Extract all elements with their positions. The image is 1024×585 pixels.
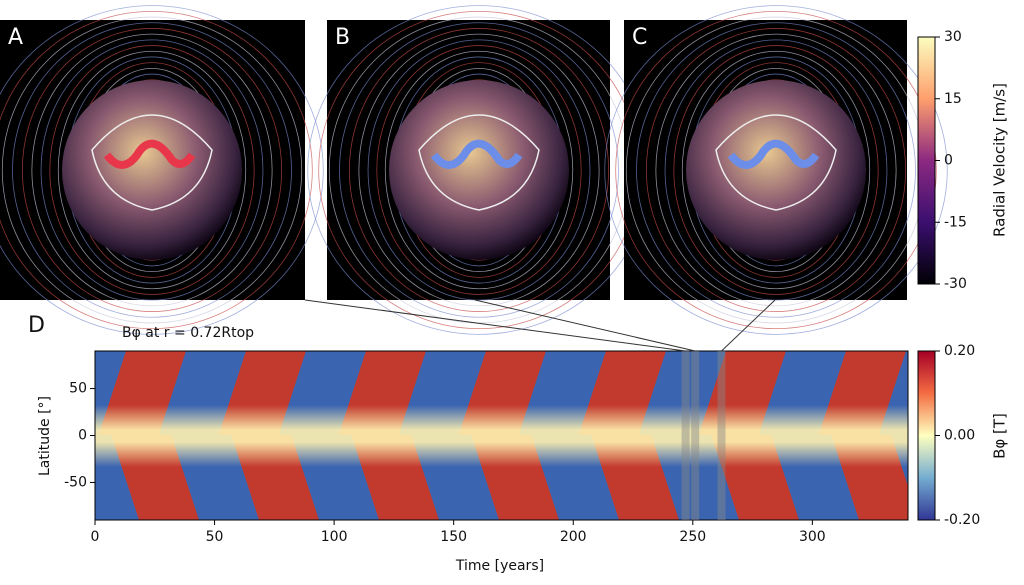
field-line <box>339 22 619 318</box>
field-line <box>1 16 303 324</box>
colorbar-tick-label: -0.20 <box>944 512 980 528</box>
field-line <box>0 5 324 335</box>
plot-title: Bφ at r = 0.72Rtop <box>122 325 254 341</box>
panel-label: D <box>28 313 45 338</box>
field-line <box>31 33 273 307</box>
field-line <box>12 22 292 318</box>
field-line <box>348 28 610 312</box>
field-line <box>49 45 255 295</box>
heatmap-panel <box>95 351 908 520</box>
x-tick-label: 150 <box>440 529 467 545</box>
x-tick-label: 50 <box>206 529 224 545</box>
field-line <box>636 22 916 318</box>
field-line <box>57 50 247 290</box>
colorbar-tick-label: 30 <box>944 29 962 45</box>
cutout-wedge <box>715 114 837 211</box>
x-tick-label: 200 <box>560 529 587 545</box>
field-line <box>40 39 264 301</box>
snapshot-connector <box>721 299 776 352</box>
flux-tube <box>727 139 820 169</box>
y-axis-label: Latitude [°] <box>37 396 53 476</box>
colorbar-tick-label: 0 <box>944 153 953 169</box>
colorbar-label: Bφ [T] <box>991 413 1009 459</box>
colorbar-tick-label: -15 <box>944 214 967 230</box>
star-sphere <box>389 80 569 260</box>
field-line <box>376 45 582 295</box>
flux-tube <box>103 139 196 169</box>
snapshot-connector <box>474 299 696 352</box>
colorbar-tick-label: 15 <box>944 91 962 107</box>
field-line <box>673 45 879 295</box>
field-line <box>384 50 574 290</box>
x-tick-label: 0 <box>91 529 100 545</box>
snapshot-band <box>717 351 726 520</box>
sphere-panels: A B C <box>0 5 948 335</box>
field-line <box>655 33 897 307</box>
field-line <box>358 33 600 307</box>
y-tick-label: 50 <box>69 381 87 397</box>
colorbar-tick-label: 0.00 <box>944 428 975 444</box>
cutout-wedge <box>418 114 540 211</box>
flux-tube <box>430 139 523 169</box>
x-axis-label: Time [years] <box>455 558 544 574</box>
velocity-colorbar <box>917 36 936 285</box>
star-sphere <box>686 80 866 260</box>
x-tick-label: 250 <box>679 529 706 545</box>
field-line <box>615 10 937 330</box>
field-line <box>645 28 907 312</box>
field-line <box>604 5 948 335</box>
field-line <box>367 39 591 301</box>
x-tick-label: 300 <box>799 529 826 545</box>
cutout-wedge <box>91 114 213 211</box>
snapshot-band <box>691 351 700 520</box>
x-tick-label: 100 <box>321 529 348 545</box>
star-sphere <box>62 80 242 260</box>
y-tick-label: 0 <box>78 428 87 444</box>
field-colorbar <box>917 350 936 521</box>
panel-label: A <box>8 25 23 50</box>
panel-label: C <box>632 25 647 50</box>
field-line <box>664 39 888 301</box>
colorbar-label: Radial Velocity [m/s] <box>991 83 1009 237</box>
colorbar-tick-label: -30 <box>944 276 967 292</box>
field-line <box>21 28 283 312</box>
colorbar-tick-label: 0.20 <box>944 343 975 359</box>
field-line <box>0 10 313 330</box>
snapshot-band <box>681 351 690 520</box>
heatmap-equator <box>95 405 908 467</box>
panel-label: B <box>335 25 350 50</box>
snapshot-connector <box>304 299 686 352</box>
y-tick-label: -50 <box>64 474 87 490</box>
field-line <box>681 50 871 290</box>
